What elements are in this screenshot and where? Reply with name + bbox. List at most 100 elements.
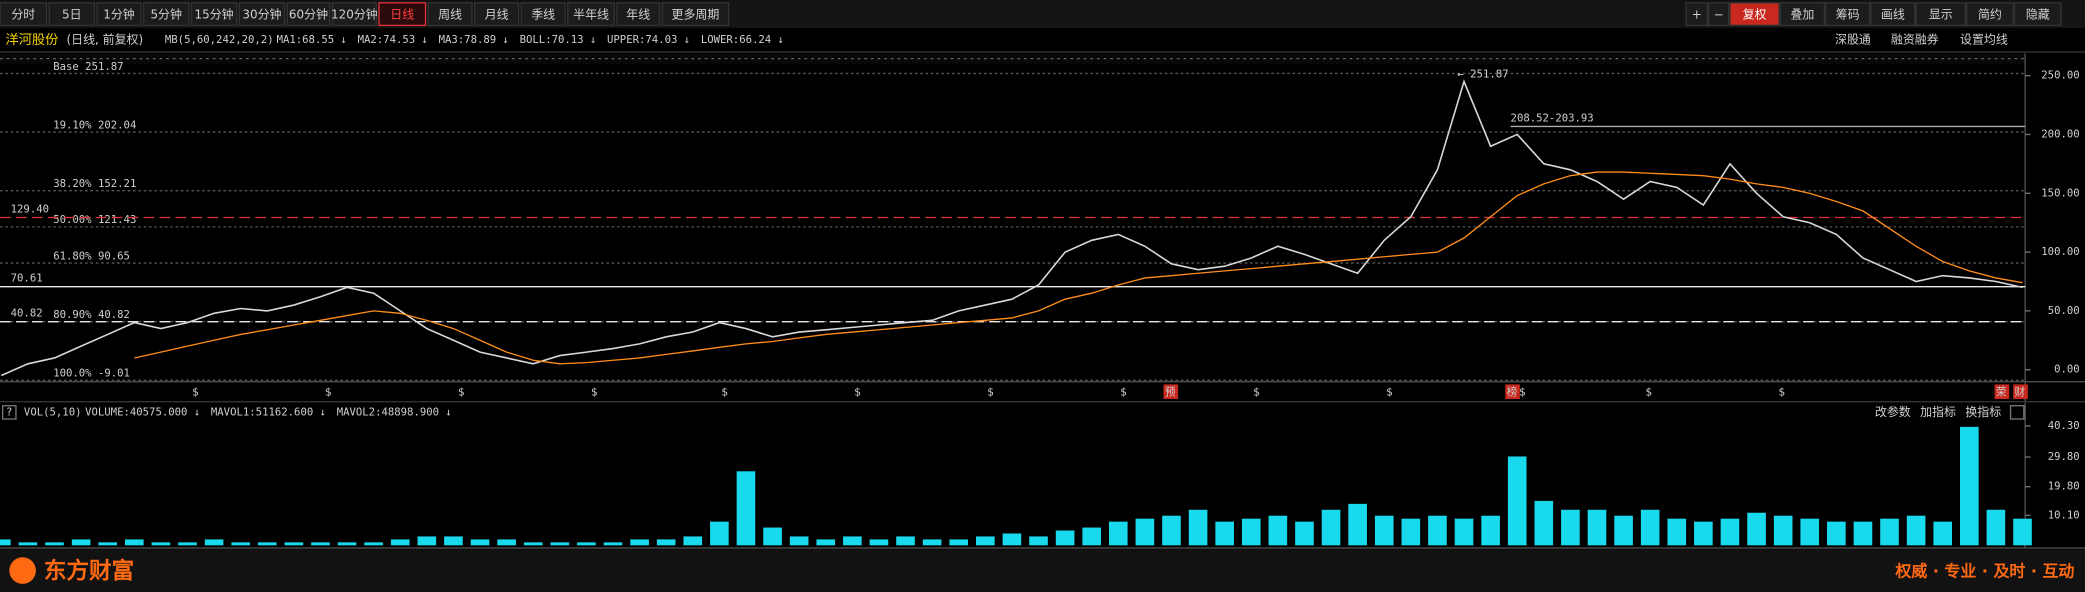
period-button[interactable] [520,2,566,27]
event-marker[interactable]: 预 [1165,385,1176,398]
volume-link[interactable]: 改参数 [1875,404,1911,419]
event-marker[interactable]: 财 [2015,385,2026,398]
tool-label[interactable]: 隐藏 [2026,7,2050,21]
volume-bar [231,542,250,546]
tool-button[interactable] [1708,2,1730,27]
period-label[interactable]: 1分钟 [103,6,135,21]
event-marker[interactable]: $ [192,385,199,398]
period-button[interactable] [0,2,48,27]
volume-bar [710,521,729,546]
tool-label[interactable]: 筹码 [1836,7,1860,21]
tool-label[interactable]: 显示 [1929,7,1953,21]
period-button[interactable] [616,2,661,27]
tool-button[interactable] [1779,2,1826,27]
period-label[interactable]: 分时 [11,7,35,21]
volume-bar [1800,518,1820,546]
y-tick-label: 200.00 [2041,127,2079,140]
volume-bar [497,539,516,546]
event-marker[interactable]: $ [1253,385,1260,398]
tool-button[interactable] [1915,2,1966,27]
tool-label[interactable]: 复权 [1743,7,1767,21]
event-marker[interactable]: 荣 [1996,385,2007,398]
event-marker[interactable]: $ [987,385,994,398]
volume-link[interactable]: 加指标 [1920,404,1956,419]
fib-label: 100.0% -9.01 [53,367,130,380]
help-icon[interactable]: ? [6,405,12,418]
info-link[interactable]: 设置均线 [1960,33,2008,47]
event-marker[interactable]: $ [1778,385,1785,398]
period-label[interactable]: 15分钟 [195,6,234,21]
fib-label: 61.80% 90.65 [53,249,130,262]
volume-bar [311,542,330,546]
volume-bar [1667,518,1687,546]
tool-label[interactable]: − [1714,7,1724,21]
volume-bar [1960,426,1979,546]
period-label[interactable]: 30分钟 [242,6,281,21]
volume-bar [151,542,171,546]
volume-bar [763,527,782,546]
event-marker[interactable]: $ [854,385,861,398]
tool-button[interactable] [1825,2,1871,27]
tool-button[interactable] [1729,2,1780,27]
volume-bar [45,542,64,546]
volume-bar [1481,515,1500,546]
period-label[interactable]: 季线 [531,7,555,21]
event-marker[interactable]: $ [458,385,465,398]
tool-label[interactable]: 叠加 [1790,7,1814,21]
period-button[interactable] [238,2,286,27]
volume-title: VOL(5,10) [24,405,82,418]
tool-label[interactable]: 画线 [1881,7,1905,21]
period-button[interactable] [286,2,331,27]
period-label[interactable]: 年线 [626,7,650,21]
event-marker[interactable]: $ [1386,385,1393,398]
volume-bar [1454,518,1474,546]
volume-bar [736,471,756,546]
y-tick-label: 0.00 [2054,363,2080,376]
volume-bar [603,542,623,546]
close-box[interactable] [2009,405,2025,420]
period-button[interactable] [474,2,520,27]
event-marker[interactable]: $ [1519,385,1526,398]
period-label[interactable]: 60分钟 [289,6,328,21]
period-label[interactable]: 120分钟 [331,6,378,21]
period-button[interactable] [378,2,427,27]
period-label[interactable]: 更多周期 [672,7,720,21]
y-tick-label: 50.00 [2048,304,2080,317]
period-button[interactable] [142,2,190,27]
event-box [1505,384,1520,400]
period-button[interactable] [661,2,730,27]
tool-label[interactable]: + [1692,7,1702,21]
volume-bar [1374,515,1394,546]
tool-button[interactable] [1685,2,1709,27]
annotation: 208.52-203.93 [1511,111,1594,124]
period-button[interactable] [331,2,377,27]
period-label[interactable]: 5日 [62,7,82,21]
period-button[interactable] [567,2,615,27]
tool-button[interactable] [1870,2,1916,27]
info-link[interactable]: 融资融券 [1891,32,1939,47]
volume-link[interactable]: 换指标 [1965,404,2001,419]
info-link[interactable]: 深股通 [1835,33,1871,47]
period-label[interactable]: 月线 [485,7,509,21]
period-label[interactable]: 半年线 [573,7,609,21]
event-marker[interactable]: $ [591,385,598,398]
period-button[interactable] [96,2,142,27]
period-button[interactable] [190,2,238,27]
volume-bar [18,542,38,546]
period-label[interactable]: 周线 [438,7,462,21]
event-marker[interactable]: 榜 [1507,385,1518,398]
tool-label[interactable]: 简约 [1978,6,2002,21]
period-label[interactable]: 5分钟 [150,6,182,21]
tool-button[interactable] [2013,2,2062,27]
event-marker[interactable]: $ [1120,385,1127,398]
help-box[interactable] [1,405,17,420]
event-marker[interactable]: $ [1645,385,1652,398]
period-label[interactable]: 日线 [390,7,414,21]
volume-bar [337,542,357,546]
volume-bar [656,539,676,546]
event-marker[interactable]: $ [325,385,332,398]
event-marker[interactable]: $ [721,385,728,398]
tool-button[interactable] [1965,2,2014,27]
period-button[interactable] [48,2,96,27]
period-button[interactable] [427,2,473,27]
